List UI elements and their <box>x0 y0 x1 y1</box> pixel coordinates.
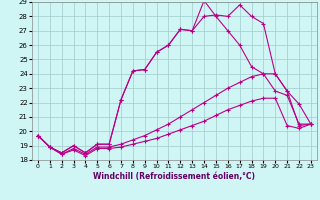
X-axis label: Windchill (Refroidissement éolien,°C): Windchill (Refroidissement éolien,°C) <box>93 172 255 181</box>
